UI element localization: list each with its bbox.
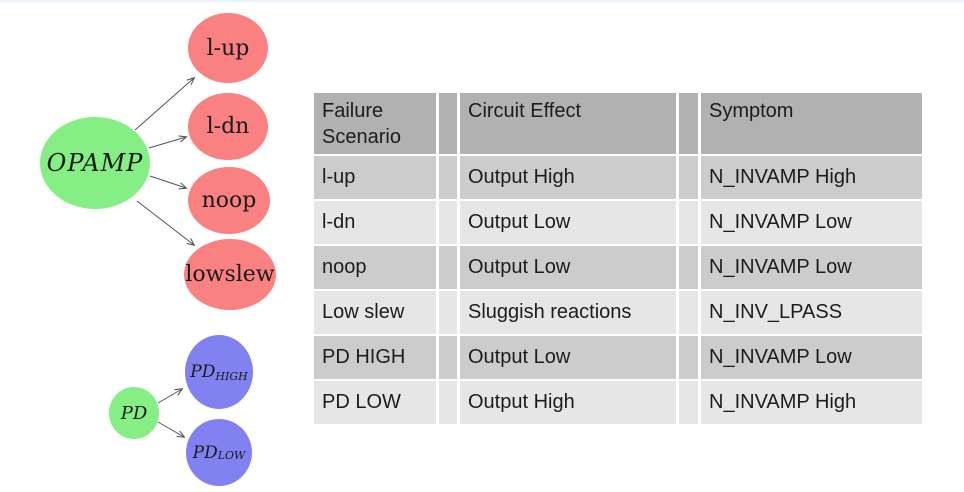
cell-effect: Output High: [460, 156, 676, 199]
node-lowslew-label: lowslew: [185, 262, 275, 287]
cell-spacer: [439, 156, 457, 199]
cell-effect: Output Low: [460, 246, 676, 289]
cell-spacer: [679, 156, 698, 199]
cell-symptom: N_INVAMP Low: [701, 201, 922, 244]
table-header-circuit-effect: Circuit Effect: [460, 93, 676, 154]
table-header-spacer-2: [679, 93, 698, 154]
node-pd-high: PD HIGH: [185, 335, 253, 409]
arrow-opamp-to-lowslew: [136, 200, 194, 245]
cell-spacer: [679, 246, 698, 289]
node-l-dn-label: l-dn: [206, 114, 250, 139]
cell-effect: Output Low: [460, 201, 676, 244]
cell-spacer: [679, 336, 698, 379]
table-header-failure-scenario: Failure Scenario: [314, 93, 436, 154]
cell-symptom: N_INV_LPASS: [701, 291, 922, 334]
cell-scenario: PD HIGH: [314, 336, 436, 379]
cell-effect: Output High: [460, 381, 676, 424]
node-lowslew: lowslew: [184, 239, 276, 310]
cell-scenario: Low slew: [314, 291, 436, 334]
arrow-opamp-to-ldn: [148, 137, 186, 149]
arrow-pd-to-pdlow: [157, 421, 184, 437]
node-opamp: OPAMP: [40, 117, 150, 209]
cell-symptom: N_INVAMP High: [701, 381, 922, 424]
table-header-spacer-1: [439, 93, 457, 154]
node-l-up: l-up: [188, 13, 268, 83]
cell-effect: Output Low: [460, 336, 676, 379]
cell-spacer: [439, 246, 457, 289]
cell-spacer: [679, 201, 698, 244]
cell-spacer: [679, 291, 698, 334]
node-l-dn: l-dn: [188, 93, 268, 160]
failure-scenario-table: Failure Scenario Circuit Effect Symptom …: [314, 93, 922, 424]
arrow-opamp-to-noop: [149, 175, 186, 188]
node-l-up-label: l-up: [206, 35, 250, 61]
cell-scenario: l-up: [314, 156, 436, 199]
node-pd-high-subscript: HIGH: [215, 370, 248, 383]
arrow-opamp-to-lup: [134, 78, 194, 131]
node-pd-low-label: PD: [192, 442, 218, 463]
cell-symptom: N_INVAMP Low: [701, 336, 922, 379]
node-opamp-label: OPAMP: [46, 149, 144, 177]
cell-scenario: PD LOW: [314, 381, 436, 424]
cell-spacer: [679, 381, 698, 424]
node-pd-low-subscript: LOW: [217, 449, 246, 462]
arrow-pd-to-pdhigh: [157, 389, 182, 404]
fault-tree-diagram: OPAMP l-up l-dn noop lowslew PD PD HIGH P…: [0, 0, 320, 492]
cell-spacer: [439, 291, 457, 334]
cell-spacer: [439, 336, 457, 379]
node-pd-label: PD: [120, 402, 148, 424]
node-pd-high-label: PD: [190, 362, 216, 382]
cell-scenario: noop: [314, 246, 436, 289]
top-accent-strip: [0, 0, 964, 3]
diagram-arrows: [134, 0, 320, 492]
table-header-symptom: Symptom: [701, 93, 922, 154]
node-pd-low: PD LOW: [186, 419, 252, 486]
cell-effect: Sluggish reactions: [460, 291, 676, 334]
node-noop: noop: [188, 167, 270, 234]
cell-spacer: [439, 201, 457, 244]
cell-symptom: N_INVAMP Low: [701, 246, 922, 289]
node-pd: PD: [109, 387, 159, 439]
node-noop-label: noop: [201, 188, 257, 213]
cell-spacer: [439, 381, 457, 424]
cell-scenario: l-dn: [314, 201, 436, 244]
cell-symptom: N_INVAMP High: [701, 156, 922, 199]
